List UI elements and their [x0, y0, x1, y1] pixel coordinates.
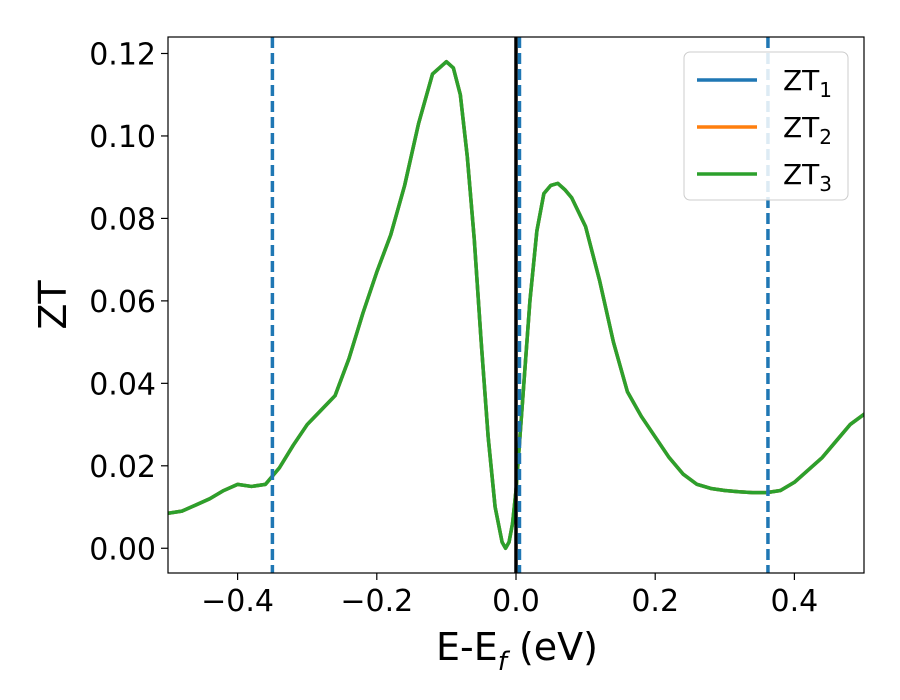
y-axis-label: ZT	[31, 280, 75, 330]
legend-label-zt2: ZT2	[783, 111, 832, 149]
legend-label-zt3: ZT3	[783, 158, 832, 196]
x-tick-label: −0.4	[201, 584, 274, 619]
legend: ZT1 ZT2 ZT3	[683, 51, 849, 201]
legend-box	[683, 51, 849, 201]
x-tick-label: 0.4	[771, 584, 819, 619]
series-line-zt3	[168, 59, 864, 551]
y-tick-label: 0.04	[89, 367, 156, 402]
y-tick-label: 0.02	[89, 450, 156, 485]
axis-ticks: −0.4 −0.2 0.0 0.2 0.4 0.00 0.02 0.04 0.06 0.08 0.1…	[89, 37, 818, 619]
x-tick-label: 0.2	[631, 584, 679, 619]
y-tick-label: 0.10	[89, 120, 156, 155]
legend-label-zt1: ZT1	[783, 64, 832, 102]
y-tick-label: 0.00	[89, 532, 156, 567]
x-axis-label: E-Ef (eV)	[436, 625, 598, 677]
y-tick-label: 0.08	[89, 202, 156, 237]
x-tick-label: −0.2	[340, 584, 413, 619]
y-tick-label: 0.12	[89, 37, 156, 72]
x-tick-label: 0.0	[492, 584, 540, 619]
y-tick-label: 0.06	[89, 285, 156, 320]
axes-frame	[167, 36, 865, 574]
